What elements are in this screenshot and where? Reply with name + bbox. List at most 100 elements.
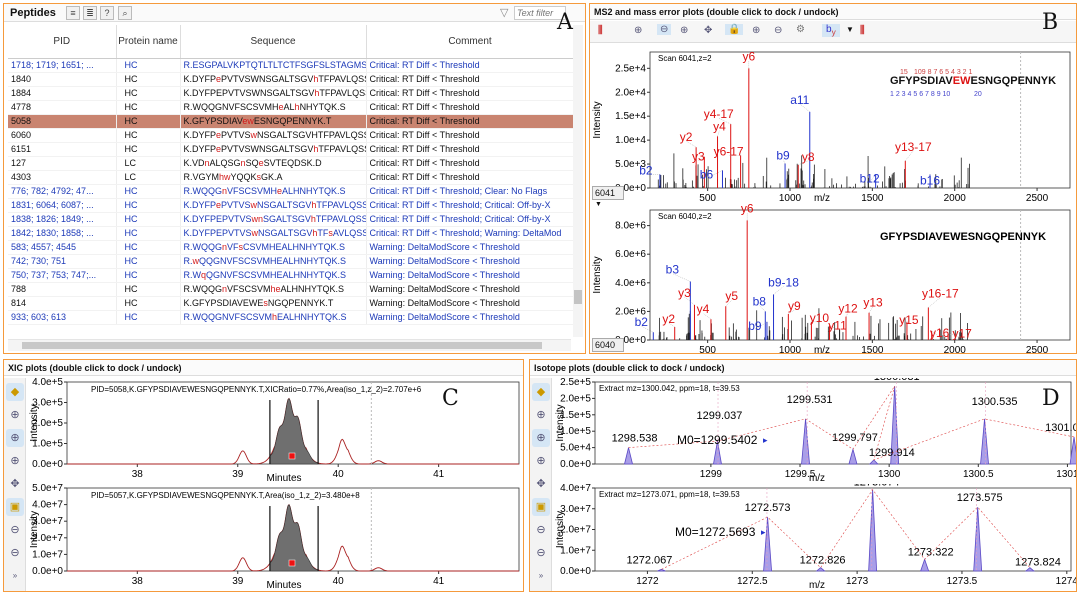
col-comment[interactable]: Comment <box>366 25 575 59</box>
zoom-out-icon[interactable]: ⊖ <box>536 524 546 536</box>
x-tick-label: 1299 <box>700 469 723 480</box>
x-tick-label: 1300 <box>878 469 901 480</box>
pan-icon[interactable]: ✥ <box>704 25 713 36</box>
chevron-down-icon[interactable]: ▼ <box>846 25 854 34</box>
search-icon[interactable]: ⌕ <box>118 6 132 20</box>
zoom-in-icon[interactable]: ⊕ <box>634 25 643 36</box>
sequence-segment: K.DYFPEPVTVS <box>183 214 252 224</box>
isotope-bottom-chart[interactable]: 0.0e+0 1.0e+7 2.0e+7 3.0e+7 4.0e+7 1272 1272.5… <box>553 484 1076 591</box>
sequence-segment: YQQK <box>230 172 257 182</box>
ion-type-icon[interactable]: by <box>822 24 840 37</box>
scan-select-bottom[interactable]: 6040 ▼ <box>592 338 624 352</box>
peak-mz-label: 1272.573 <box>745 502 791 514</box>
pan-icon[interactable]: ✥ <box>10 478 20 490</box>
peak-label: y13 <box>863 296 883 310</box>
scrollbar-thumb[interactable] <box>22 342 542 349</box>
col-pid[interactable]: PID <box>8 25 117 59</box>
table-row[interactable]: 1884HCK.DYFPEPVTVSWNSGALTSGVhTFPAVLQSSGL… <box>8 86 575 101</box>
zoom-x-icon[interactable]: ⊕ <box>680 25 689 36</box>
scan-select-top[interactable]: 6041 ▼ <box>592 186 624 208</box>
table-row[interactable]: 750; 737; 753; 747;... HC R.WqQGNVFSCSVMHE… <box>8 268 575 283</box>
lock-icon[interactable]: ▣ <box>532 498 550 516</box>
cell-comment: Warning: DeltaModScore < Threshold <box>366 282 575 297</box>
zoom-y-icon[interactable]: ⊕ <box>536 455 546 467</box>
table-row[interactable]: 5058 HC K.GFYPSDIAVewESNGQPENNYK.T Critical… <box>8 114 575 129</box>
table-row[interactable]: 814 HC K.GFYPSDIAVEWEsNGQPENNYK.T Warning: … <box>8 296 575 311</box>
isotope-top-chart[interactable]: 0.0e+0 5.0e+4 1.0e+5 1.5e+5 2.0e+5 2.5e+5 1299… <box>553 378 1076 484</box>
table-row[interactable]: 127 LC K.VDnALQSGnSQeSVTEQDSK.D Critical: R… <box>8 156 575 171</box>
ms2-bottom-spectrum[interactable]: 0.0e+0 2.0e+6 4.0e+6 6.0e+6 8.0e+6 500 1000 150… <box>590 202 1076 354</box>
help-icon[interactable]: ? <box>100 6 114 20</box>
scrollbar-thumb[interactable] <box>574 290 582 304</box>
table-row[interactable]: 776; 782; 4792; 47... HC R.WQQGnVFSCSVMHeA… <box>8 184 575 199</box>
ms2-top-spectrum[interactable]: 0.0e+0 5.0e+3 1.0e+4 1.5e+4 2.0e+4 2.5e+4 500 1… <box>590 44 1076 202</box>
label-leader <box>869 174 876 183</box>
zoom-out-icon[interactable]: ⊖ <box>657 24 672 35</box>
cell-sequence: K.DYFPePVTVSwNSGALTSGVhTFPAVLQSSGLY <box>180 198 367 213</box>
x-tick-label: 500 <box>699 345 716 354</box>
isotope-peak <box>1024 567 1036 572</box>
text-filter-input[interactable] <box>514 6 566 20</box>
label-leader <box>698 156 705 161</box>
pan-icon[interactable]: ✥ <box>536 478 546 490</box>
table-row[interactable]: 1831; 6064; 6087; ... HC K.DYFPePVTVSwNSGA… <box>8 198 575 213</box>
peak-mz-label: 1299.037 <box>697 410 743 422</box>
table-row[interactable]: 788 HC R.WQQGnVFSCSVMheALHNHYTQK.S Warning:… <box>8 282 575 297</box>
table-row[interactable]: 1840HCK.DYFPePVTVSWNSGALTSGVhTFPAVLQSSGL… <box>8 72 575 87</box>
x-tick-label: 1299.5 <box>785 469 816 480</box>
more-icon[interactable]: » <box>538 571 544 580</box>
zoom-y-icon[interactable]: ⊕ <box>10 455 20 467</box>
xic-bottom-chart[interactable]: 0.0e+0 1.0e+7 2.0e+7 3.0e+7 4.0e+7 5.0e+7 38 39… <box>27 484 523 591</box>
zoom-x-icon[interactable]: ⊕ <box>532 429 550 447</box>
y-axis-label: Intensity <box>592 256 603 293</box>
y-tick-label: 2.0e+7 <box>560 525 591 536</box>
tag-icon[interactable]: ◆ <box>6 383 24 401</box>
peak-label: y4 <box>713 119 726 133</box>
settings-icon[interactable]: ⚙ <box>796 24 805 35</box>
zoom-reset-icon[interactable]: ⊖ <box>10 547 20 559</box>
xic-top-chart[interactable]: 0.0e+0 1.0e+5 2.0e+5 3.0e+5 4.0e+5 38 39 40 41 In… <box>27 378 523 484</box>
tag-icon[interactable]: ◆ <box>532 383 550 401</box>
table-row[interactable]: 6151HCK.DYFPePVTVSWNSGALTSGVhTFPAVLQSSGL… <box>8 142 575 157</box>
y-tick-label: 1.0e+5 <box>560 426 591 437</box>
zoom-out-icon[interactable]: ⊖ <box>10 524 20 536</box>
spectrum-icon[interactable]: ⫼ <box>598 25 603 36</box>
x-tick-label: 41 <box>433 576 445 587</box>
zoom-in-icon[interactable]: ⊕ <box>10 409 20 421</box>
vertical-scrollbar[interactable] <box>573 25 583 337</box>
col-protein-name[interactable]: Protein name <box>116 25 181 59</box>
xic-info: PID=5058,K.GFYPSDIAVEWESNGQPENNYK.T,XICR… <box>91 385 422 394</box>
table-row[interactable]: 742; 730; 751 HC R.wQQGNVFSCSVMHEALHNHYTQK… <box>8 254 575 269</box>
plot-frame <box>649 209 1071 341</box>
sequence-segment: AL <box>283 102 295 112</box>
label-leader <box>799 103 810 113</box>
table-row[interactable]: 6060HCK.DYFPePVTVSwNSGALTSGVHTFPAVLQSSGL… <box>8 128 575 143</box>
peak-label: y3 <box>692 150 705 164</box>
lock-icon[interactable]: 🔒 <box>725 24 744 35</box>
table-row[interactable]: 1842; 1830; 1858; ... HC K.DYFPEPVTVSwNSGA… <box>8 226 575 241</box>
collapse-all-icon[interactable]: ≣ <box>83 6 97 20</box>
table-row[interactable]: 1718; 1719; 1651; ... HC R.ESGPALVKPTQTLTL… <box>8 58 575 73</box>
xic-title: XIC plots (double click to dock / undock… <box>4 360 523 376</box>
zoom-in-icon[interactable]: ⊕ <box>536 409 546 421</box>
expand-all-icon[interactable]: ≡ <box>66 6 80 20</box>
filter-icon[interactable]: ▽ <box>500 7 509 19</box>
table-row[interactable]: 933; 603; 613 HC R.WQQGNVFSCSVMhEALHNHYTQK… <box>8 310 575 325</box>
table-row[interactable]: 1838; 1826; 1849; ... HC K.DYFPEPVTVSwnSGA… <box>8 212 575 227</box>
zoom-x-icon[interactable]: ⊕ <box>6 429 24 447</box>
table-row[interactable]: 4303 LC R.VGYMhwYQQKsGK.A Critical: RT Diff… <box>8 170 575 185</box>
col-sequence[interactable]: Sequence <box>180 25 367 59</box>
zoom-reset-icon[interactable]: ⊖ <box>774 25 783 36</box>
zoom-y-icon[interactable]: ⊕ <box>752 25 761 36</box>
mass-error-icon[interactable]: ⫼ <box>860 25 865 36</box>
sequence-segment: PVTVSWNSGALTSGV <box>221 74 314 84</box>
table-row[interactable]: 4778 HC R.WQQGNVFSCSVMHeALhNHYTQK.S Critica… <box>8 100 575 115</box>
horizontal-scrollbar[interactable] <box>8 339 571 351</box>
table-row[interactable]: 583; 4557; 4545 HC R.WQQGnVFsCSVMHEALHNHYT… <box>8 240 575 255</box>
isotope-title: Isotope plots (double click to dock / un… <box>530 360 1076 376</box>
more-icon[interactable]: » <box>12 571 18 580</box>
peak-mz-label: 1300.535 <box>972 396 1018 408</box>
lock-icon[interactable]: ▣ <box>6 498 24 516</box>
zoom-reset-icon[interactable]: ⊖ <box>536 547 546 559</box>
x-tick-label: 1500 <box>861 345 884 354</box>
